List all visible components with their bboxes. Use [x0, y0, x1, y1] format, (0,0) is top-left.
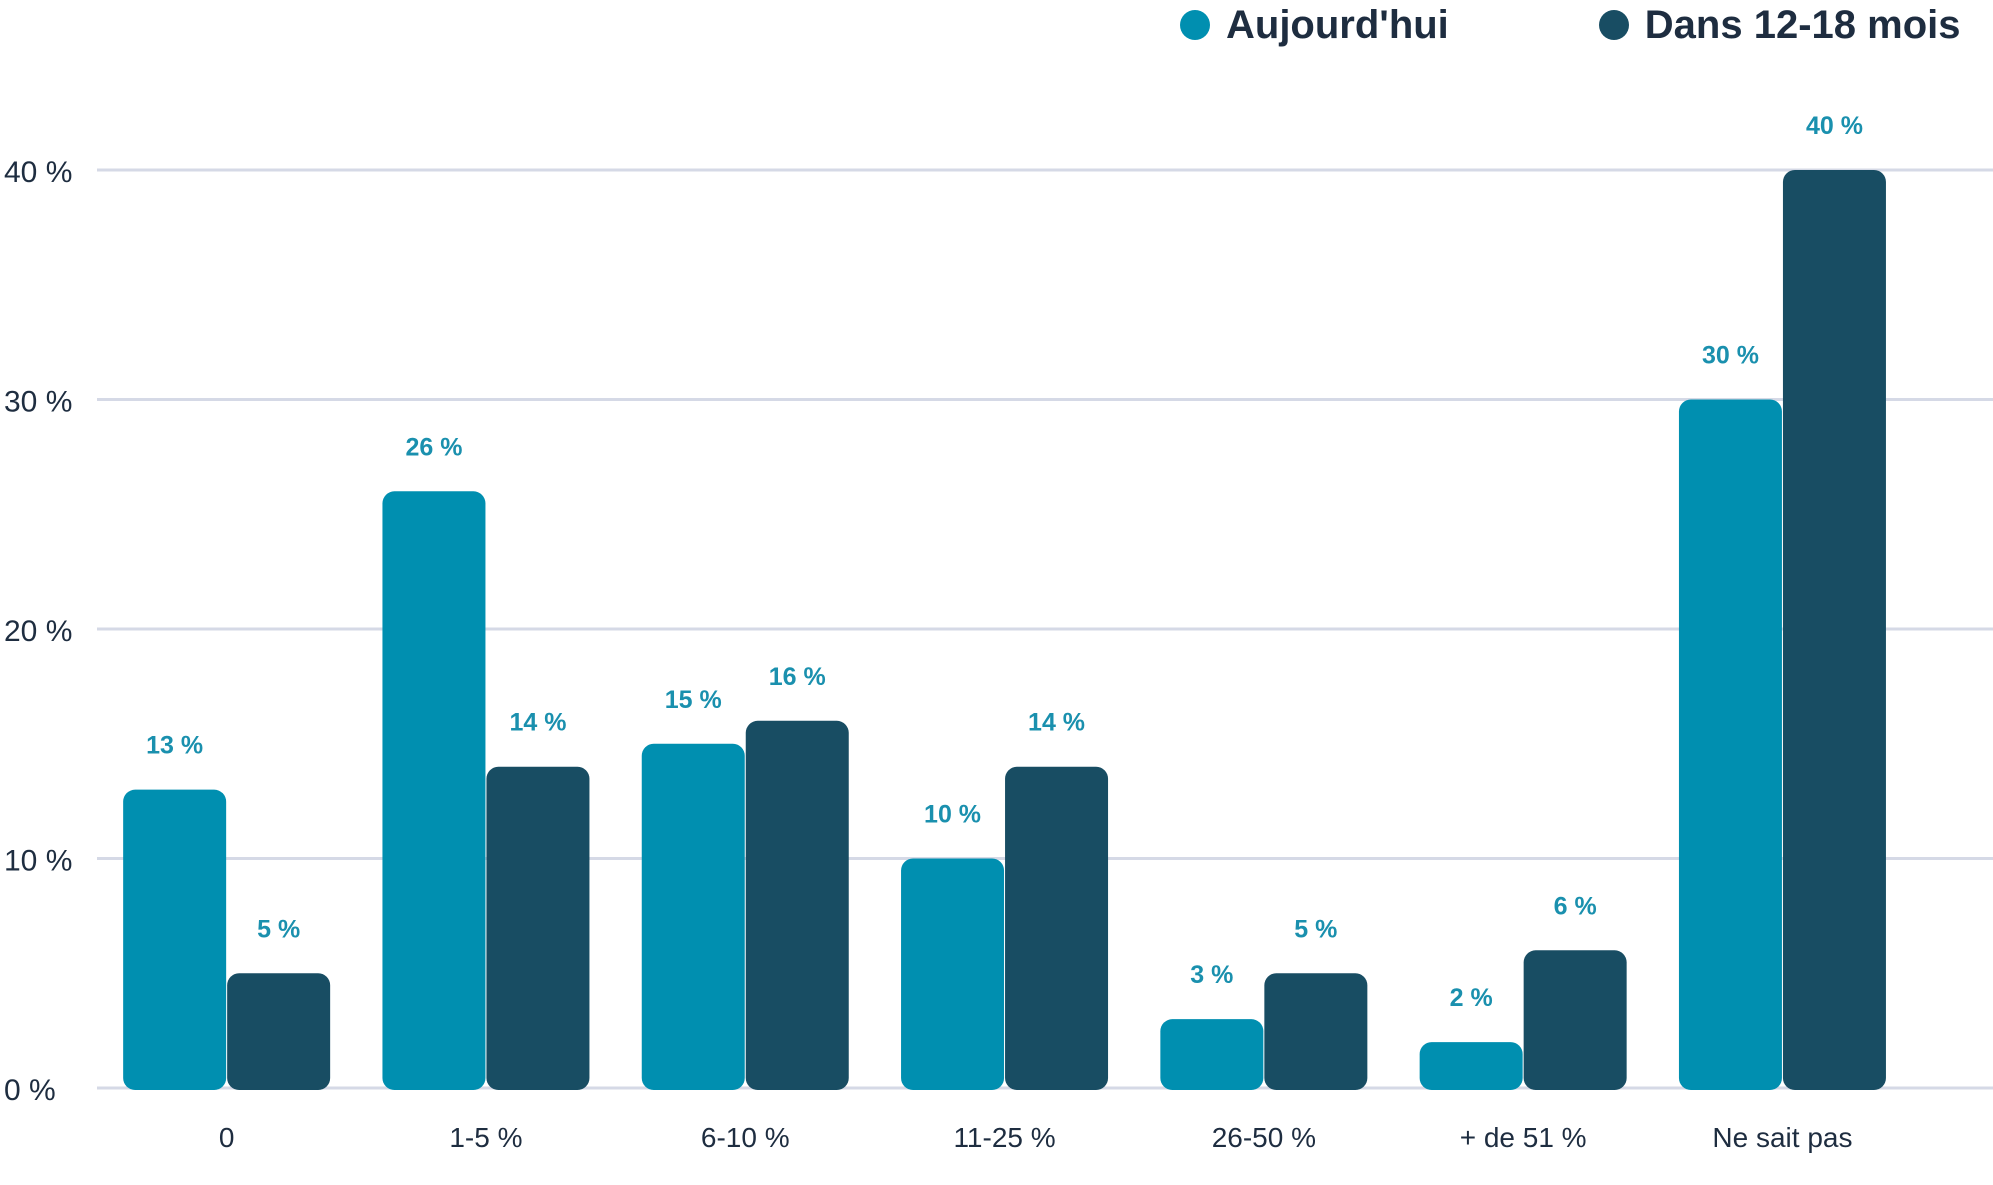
bar	[1782, 170, 1886, 1090]
bar-value-label: 15 %	[665, 686, 722, 714]
bar-value-label: 30 %	[1702, 342, 1759, 370]
x-tick-label: Ne sait pas	[1712, 1122, 1852, 1153]
x-tick-label: 11-25 %	[953, 1122, 1055, 1153]
bar-value-label: 26 %	[405, 433, 462, 461]
legend-item-aujourdhui: Aujourd'hui	[1180, 3, 1449, 48]
bar-value-label: 14 %	[1028, 709, 1085, 737]
bar	[1419, 1042, 1523, 1090]
bar	[745, 720, 849, 1090]
legend-label-dans-12-18-mois: Dans 12-18 mois	[1644, 2, 1961, 47]
y-tick-label: 10 %	[4, 845, 72, 878]
bar-value-label: 13 %	[146, 732, 203, 760]
bar-value-label: 5 %	[1294, 915, 1337, 943]
legend-item-dans-12-18-mois: Dans 12-18 mois	[1598, 2, 1961, 48]
bar	[382, 491, 486, 1090]
bar	[901, 858, 1005, 1090]
x-tick-label: 26-50 %	[1212, 1122, 1316, 1153]
x-tick-label: 0	[219, 1122, 235, 1153]
bar	[1678, 399, 1782, 1090]
bar-value-label: 40 %	[1806, 112, 1863, 140]
y-tick-label: 30 %	[4, 386, 72, 419]
bar-value-label: 6 %	[1554, 892, 1597, 920]
bar	[641, 743, 745, 1090]
bar-value-label: 14 %	[509, 709, 566, 737]
legend-swatch-dans-12-18-mois	[1598, 10, 1629, 40]
legend-label-aujourdhui: Aujourd'hui	[1226, 2, 1449, 47]
bar	[123, 789, 227, 1090]
x-tick-label: 1-5 %	[449, 1122, 522, 1153]
bar-value-label: 5 %	[257, 915, 300, 943]
legend-swatch-aujourdhui	[1180, 10, 1210, 40]
bar	[486, 766, 590, 1090]
bar	[1005, 766, 1109, 1090]
bar-value-label: 16 %	[769, 663, 826, 691]
bar	[1160, 1019, 1264, 1090]
bar	[1523, 950, 1627, 1090]
y-tick-label: 20 %	[4, 615, 72, 648]
y-tick-label: 40 %	[4, 156, 72, 189]
bar	[1264, 973, 1368, 1090]
bar-value-label: 3 %	[1190, 961, 1233, 989]
legend: Aujourd'hui Dans 12-18 mois	[1180, 0, 1961, 50]
x-tick-label: + de 51 %	[1460, 1122, 1587, 1153]
x-tick-label: 6-10 %	[701, 1122, 790, 1153]
bar-value-label: 10 %	[924, 801, 981, 829]
y-tick-label: 0 %	[4, 1074, 56, 1107]
bar	[227, 973, 331, 1090]
bar-value-label: 2 %	[1450, 984, 1493, 1012]
